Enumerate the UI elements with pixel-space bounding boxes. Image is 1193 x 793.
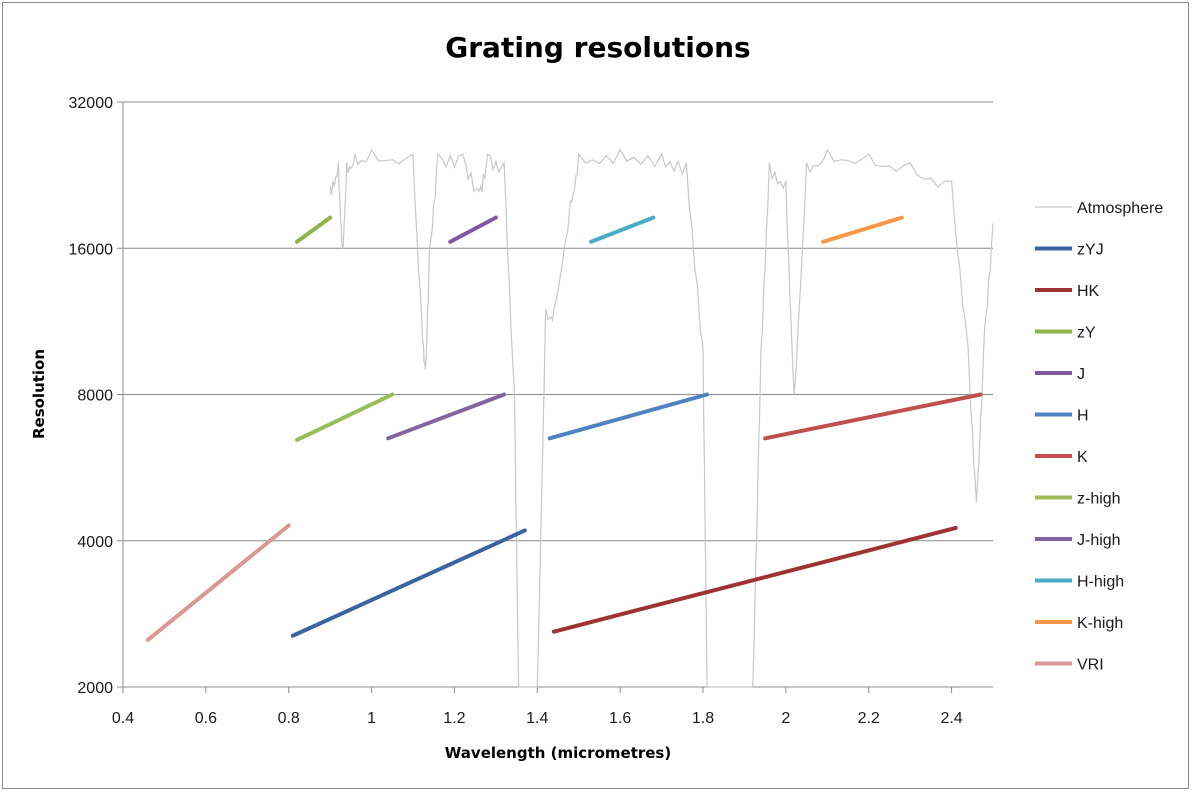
x-tick-label-0.8: 0.8	[278, 710, 300, 727]
legend-label-h: H	[1077, 408, 1089, 425]
y-tick-label-32000: 32000	[69, 95, 114, 112]
y-tick-label-4000: 4000	[77, 534, 113, 551]
tick-labels: 2000 4000 8000 16000 32000 0.4 0.6 0.8 1 1.2 1.4 1.…	[69, 95, 963, 727]
legend-label-j: J	[1077, 366, 1085, 383]
series-j	[448, 215, 498, 244]
x-tick-label-1.2: 1.2	[443, 710, 465, 727]
y-tick-label-16000: 16000	[69, 241, 114, 258]
chart-title: Grating resolutions	[445, 31, 750, 64]
x-tick-label-2.4: 2.4	[940, 710, 962, 727]
x-tick-label-1.6: 1.6	[609, 710, 631, 727]
legend: AtmospherezYJHKzYJHKz-highJ-highH-highK-…	[1035, 200, 1163, 674]
series-k-high	[821, 215, 904, 244]
legend-label-vri: VRI	[1077, 657, 1104, 674]
x-tick-label-0.6: 0.6	[195, 710, 217, 727]
legend-label-k: K	[1077, 449, 1088, 466]
series-z-high	[295, 392, 395, 442]
gridlines	[123, 101, 993, 688]
legend-label-k-high: K-high	[1077, 615, 1123, 632]
series-k	[763, 392, 983, 441]
series-layer	[145, 148, 994, 688]
legend-label-h-high: H-high	[1077, 574, 1124, 591]
series-vri	[145, 523, 291, 642]
y-tick-label-8000: 8000	[77, 388, 113, 405]
legend-label-j-high: J-high	[1077, 532, 1121, 549]
legend-label-zy: zY	[1077, 325, 1096, 342]
series-atmosphere	[329, 148, 994, 688]
y-axis-title: Resolution	[30, 349, 48, 439]
series-j-high	[386, 392, 507, 441]
series-h-high	[589, 215, 656, 244]
x-axis-title: Wavelength (micrometres)	[445, 744, 671, 762]
series-hk	[551, 525, 958, 634]
series-zy	[295, 215, 333, 244]
legend-label-zyj: zYJ	[1077, 242, 1104, 259]
series-h	[547, 392, 710, 441]
axes	[117, 101, 993, 693]
y-tick-label-2000: 2000	[77, 680, 113, 697]
legend-label-atmosphere: Atmosphere	[1077, 200, 1163, 217]
x-tick-label-2.2: 2.2	[858, 710, 880, 727]
x-tick-label-1: 1	[367, 710, 376, 727]
series-zyj	[290, 528, 527, 638]
legend-label-z-high: z-high	[1077, 491, 1121, 508]
x-tick-label-2: 2	[781, 710, 790, 727]
x-tick-label-0.4: 0.4	[112, 710, 134, 727]
x-tick-label-1.4: 1.4	[526, 710, 548, 727]
x-tick-label-1.8: 1.8	[692, 710, 714, 727]
legend-label-hk: HK	[1077, 283, 1100, 300]
